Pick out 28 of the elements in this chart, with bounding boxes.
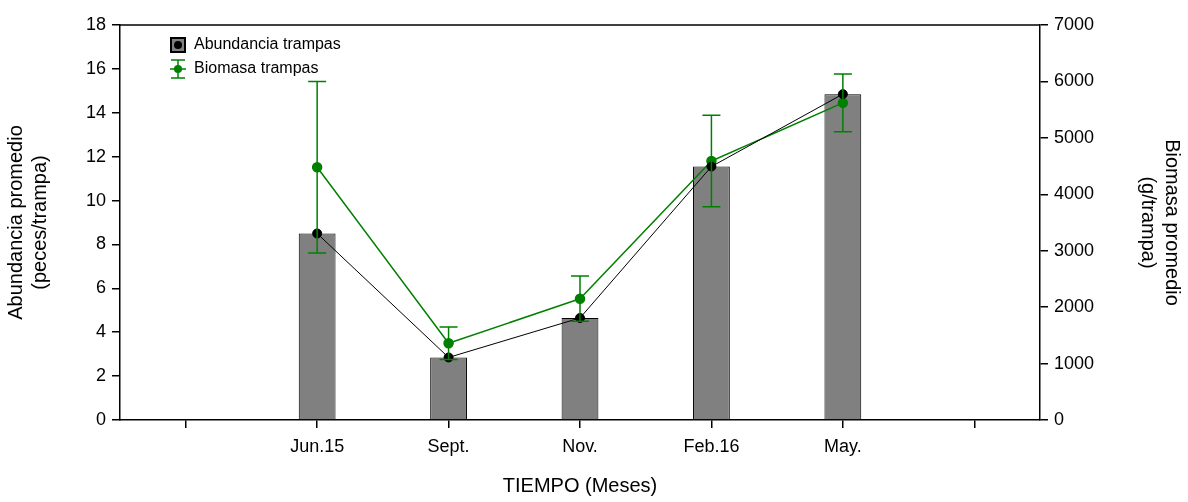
- y-tick-label: 6: [95, 277, 106, 298]
- x-tick-label: Jun.15: [290, 435, 345, 456]
- y2-tick-label: 4000: [1054, 183, 1095, 204]
- y-tick-label: 10: [85, 189, 106, 210]
- y-axis-title: Abundancia promedio (peces/trampa): [3, 125, 50, 320]
- y-tick-label: 14: [85, 101, 106, 122]
- y-tick-label: 4: [95, 321, 106, 342]
- y-tick-label: 16: [85, 57, 106, 78]
- y-tick-label: 2: [95, 365, 106, 386]
- y-tick-label: 12: [85, 145, 106, 166]
- x-tick-label: May.: [824, 435, 862, 456]
- legend-label: Abundancia trampas: [194, 35, 341, 53]
- y2-tick-label: 6000: [1054, 70, 1095, 91]
- y-tick-label: 18: [85, 13, 106, 34]
- y2-tick-label: 1000: [1054, 352, 1095, 373]
- y-tick-label: 0: [95, 408, 106, 429]
- y2-tick-label: 2000: [1054, 296, 1095, 317]
- y2-tick-label: 7000: [1054, 13, 1095, 34]
- y2-tick-label: 5000: [1054, 126, 1095, 147]
- y2-tick-label: 0: [1054, 408, 1065, 429]
- x-tick-label: Sept.: [427, 435, 470, 456]
- legend-label: Biomasa trampas: [194, 59, 319, 77]
- y2-axis-title: Biomasa promedio (g/trampa): [1138, 139, 1185, 306]
- x-axis-title: TIEMPO (Meses): [502, 473, 658, 496]
- x-tick-label: Feb.16: [683, 435, 740, 456]
- y2-tick-label: 3000: [1054, 239, 1095, 260]
- x-tick-label: Nov.: [562, 435, 598, 456]
- y-tick-label: 8: [95, 233, 106, 254]
